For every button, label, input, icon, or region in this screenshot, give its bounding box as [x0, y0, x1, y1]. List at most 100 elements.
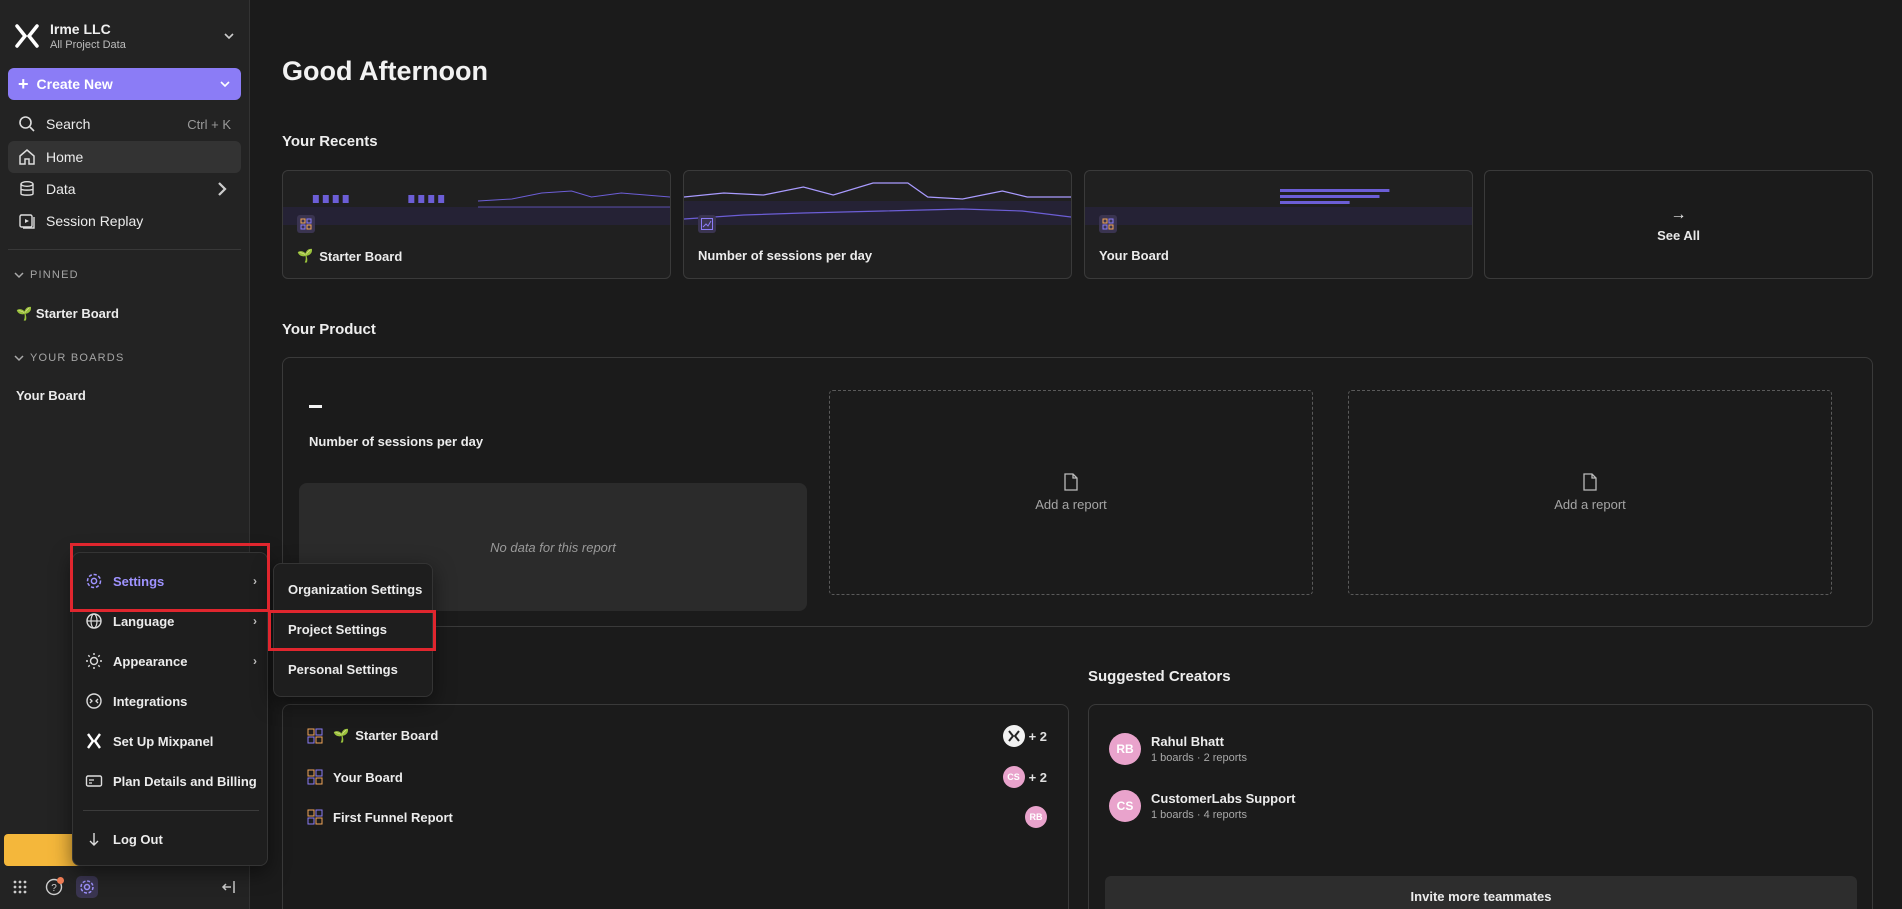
recent-card-sessions-report[interactable]: Number of sessions per day [683, 170, 1072, 279]
chevron-down-icon [14, 355, 24, 362]
boards-header: YOUR BOARDS [30, 352, 125, 364]
integrations-icon [86, 693, 102, 709]
session-replay-icon [19, 214, 35, 229]
menu-item-label: Set Up Mixpanel [113, 733, 214, 749]
board-thumbnail [1085, 189, 1472, 225]
see-all-card[interactable]: → See All [1484, 170, 1873, 279]
sidebar-item-label: Session Replay [46, 213, 144, 229]
board-row[interactable]: Your Board CS + 2 [307, 765, 1047, 789]
menu-item-label: Language [113, 613, 175, 629]
sidebar-item-label: Data [46, 181, 76, 197]
pinned-header: PINNED [30, 269, 79, 281]
menu-item-label: Settings [113, 573, 165, 589]
page-title: Good Afternoon [282, 56, 488, 86]
settings-menu: Settings › Language › Appearance › Integ… [72, 552, 268, 866]
chevron-right-icon: › [253, 654, 257, 668]
menu-item-label: Log Out [113, 831, 163, 847]
member-count: + 2 [1028, 769, 1047, 785]
boards-section-toggle[interactable]: YOUR BOARDS [14, 352, 125, 364]
apps-grid-icon[interactable] [9, 876, 31, 898]
search-icon [19, 116, 35, 132]
chevron-down-icon [14, 272, 24, 279]
add-report-slot[interactable]: Add a report [829, 390, 1313, 595]
board-icon [307, 809, 323, 825]
boards-panel: 🌱 Starter Board + 2 Your Board CS + 2 Fir… [282, 704, 1069, 909]
menu-item-label: Plan Details and Billing [113, 773, 257, 789]
sidebar-item-data[interactable]: Data [8, 173, 241, 205]
menu-item-language[interactable]: Language › [73, 605, 269, 637]
sidebar-divider [8, 249, 241, 250]
product-title: Your Product [282, 321, 376, 338]
add-report-label: Add a report [1035, 497, 1107, 512]
recent-card-title: Your Board [1099, 248, 1169, 263]
pinned-item-label: Starter Board [35, 306, 119, 321]
menu-item-billing[interactable]: Plan Details and Billing [73, 765, 269, 797]
org-switcher[interactable]: Irme LLC All Project Data [14, 16, 236, 56]
menu-item-log-out[interactable]: Log Out [73, 823, 269, 855]
billing-icon [85, 775, 103, 787]
document-icon [1583, 473, 1597, 491]
avatar: CS [1109, 790, 1141, 822]
board-thumbnail [283, 190, 670, 225]
arrow-right-icon: → [1670, 206, 1687, 223]
sidebar-your-board[interactable]: Your Board [16, 388, 86, 403]
avatar: RB [1025, 806, 1047, 828]
recent-card-label: 🌱 Starter Board [297, 248, 402, 264]
menu-item-label: Appearance [113, 653, 188, 669]
org-sub: All Project Data [50, 39, 126, 51]
recent-card-starter-board[interactable]: 🌱 Starter Board [282, 170, 671, 279]
upgrade-banner[interactable] [4, 834, 84, 866]
creator-meta: 1 boards · 2 reports [1151, 752, 1247, 764]
plus-icon: + [18, 74, 29, 94]
board-title: First Funnel Report [333, 809, 453, 825]
chart-icon [698, 215, 716, 233]
settings-gear-icon[interactable] [76, 876, 98, 898]
board-icon [307, 728, 323, 744]
board-icon [1099, 215, 1117, 233]
invite-teammates-button[interactable]: Invite more teammates [1105, 876, 1857, 909]
creator-meta: 1 boards · 4 reports [1151, 809, 1247, 821]
collapse-sidebar-icon[interactable] [218, 876, 240, 898]
menu-item-settings[interactable]: Settings › [73, 565, 269, 597]
kpi-label[interactable]: Number of sessions per day [309, 434, 484, 449]
board-row[interactable]: 🌱 Starter Board + 2 [307, 724, 1047, 748]
submenu-personal-settings[interactable]: Personal Settings [288, 662, 398, 677]
help-icon[interactable]: ? [43, 876, 65, 898]
add-report-slot[interactable]: Add a report [1348, 390, 1832, 595]
chevron-right-icon [218, 182, 227, 196]
board-row[interactable]: First Funnel Report RB [307, 805, 1047, 829]
creator-item[interactable]: RB Rahul Bhatt 1 boards · 2 reports [1109, 731, 1509, 767]
add-report-label: Add a report [1554, 497, 1626, 512]
recent-card-your-board[interactable]: Your Board [1084, 170, 1473, 279]
creator-item[interactable]: CS CustomerLabs Support 1 boards · 4 rep… [1109, 788, 1509, 824]
recents-title: Your Recents [282, 133, 378, 150]
pinned-starter-board[interactable]: 🌱 Starter Board [16, 306, 119, 322]
sprout-icon: 🌱 [297, 248, 314, 263]
settings-submenu: Organization Settings Project Settings P… [273, 563, 433, 697]
menu-item-label: Integrations [113, 693, 188, 709]
creators-panel: RB Rahul Bhatt 1 boards · 2 reports CS C… [1088, 704, 1873, 909]
pinned-section-toggle[interactable]: PINNED [14, 269, 79, 281]
sidebar-item-session-replay[interactable]: Session Replay [8, 205, 241, 237]
sidebar-item-label: Search [46, 116, 91, 132]
sidebar-item-label: Home [46, 149, 84, 165]
mixpanel-avatar [1002, 725, 1025, 747]
sidebar-item-search[interactable]: Search Ctrl + K [8, 108, 241, 140]
create-new-button[interactable]: + Create New [8, 68, 241, 100]
menu-item-integrations[interactable]: Integrations [73, 685, 269, 717]
create-new-label: Create New [36, 76, 113, 92]
submenu-organization-settings[interactable]: Organization Settings [288, 582, 423, 597]
recent-card-title: Number of sessions per day [698, 248, 873, 263]
mixpanel-icon [87, 733, 101, 749]
sidebar-item-home[interactable]: Home [8, 141, 241, 173]
board-icon [307, 769, 323, 785]
document-icon [1064, 473, 1078, 491]
submenu-project-settings[interactable]: Project Settings [288, 622, 387, 637]
notification-dot [57, 877, 64, 884]
chevron-right-icon: › [253, 574, 257, 588]
mixpanel-logo-icon [15, 24, 39, 48]
menu-item-set-up-mixpanel[interactable]: Set Up Mixpanel [73, 725, 269, 757]
menu-item-appearance[interactable]: Appearance › [73, 645, 269, 677]
database-icon [20, 181, 34, 196]
org-name: Irme LLC [50, 21, 111, 37]
